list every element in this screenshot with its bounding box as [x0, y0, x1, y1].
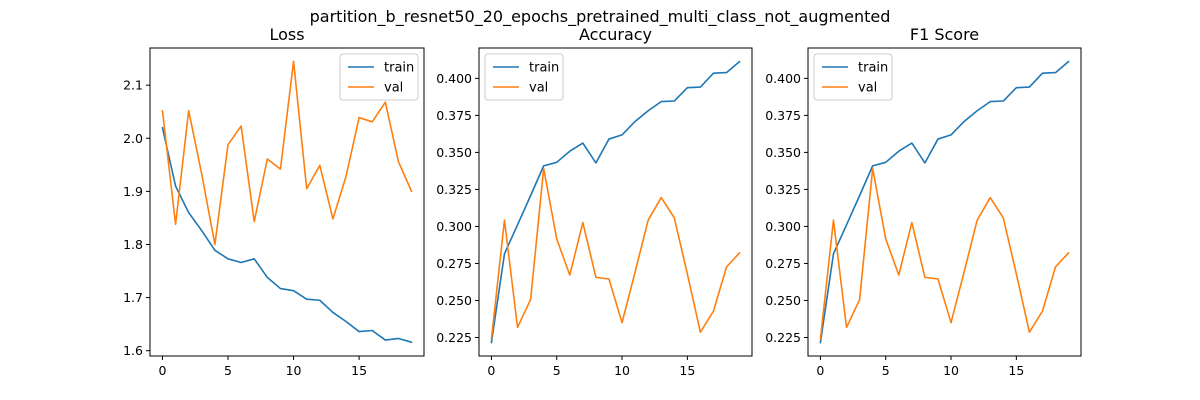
accuracy-xtick-label: 15 — [679, 363, 695, 378]
loss-ytick-label: 2.0 — [123, 131, 143, 146]
loss-legend-val-label: val — [384, 81, 403, 96]
accuracy-legend-val-label: val — [529, 81, 548, 96]
loss-title: Loss — [269, 25, 304, 44]
loss-val-line — [161, 60, 413, 246]
loss-xtick-label: 15 — [351, 363, 367, 378]
accuracy-ytick-label: 0.250 — [436, 293, 472, 308]
loss-xtick-label: 0 — [158, 363, 166, 378]
f1-score-ytick-label: 0.400 — [765, 71, 801, 86]
accuracy-xtick-label: 10 — [614, 363, 630, 378]
f1-score-ytick-label: 0.375 — [765, 108, 801, 123]
f1-score-legend: train val — [813, 53, 893, 101]
loss-ytick-label: 2.1 — [123, 78, 143, 93]
f1-score-xtick-label: 10 — [943, 363, 959, 378]
accuracy-legend-box — [484, 53, 564, 101]
loss-xtick-label: 10 — [286, 363, 302, 378]
accuracy-axes-frame — [478, 47, 753, 357]
f1-score-ytick-label: 0.225 — [765, 330, 801, 345]
accuracy-legend-train-label: train — [529, 61, 559, 76]
accuracy-ytick-label: 0.350 — [436, 145, 472, 160]
f1-score-ytick-label: 0.250 — [765, 293, 801, 308]
accuracy-legend: train val — [484, 53, 564, 101]
f1-score-axes-frame — [807, 47, 1082, 357]
f1-score-ytick-label: 0.275 — [765, 256, 801, 271]
accuracy-ytick-label: 0.325 — [436, 182, 472, 197]
accuracy-ytick-label: 0.225 — [436, 330, 472, 345]
figure-suptitle: partition_b_resnet50_20_epochs_pretraine… — [310, 7, 891, 27]
accuracy-val-line — [490, 167, 741, 340]
f1-score-train-line — [819, 60, 1070, 344]
f1-score-ytick-label: 0.325 — [765, 182, 801, 197]
f1-score-ytick-label: 0.350 — [765, 145, 801, 160]
loss-panel: Loss 0 5 10 15 1.6 1.7 1.8 1.9 2.0 2.1 train val — [123, 25, 425, 378]
f1-score-xtick-label: 5 — [882, 363, 890, 378]
accuracy-title: Accuracy — [579, 25, 652, 44]
accuracy-train-line — [490, 60, 741, 344]
loss-axes-frame — [149, 47, 425, 357]
accuracy-xtick-label: 5 — [553, 363, 561, 378]
f1-score-ytick-label: 0.300 — [765, 219, 801, 234]
f1-score-title: F1 Score — [910, 25, 979, 44]
accuracy-ytick-label: 0.300 — [436, 219, 472, 234]
loss-legend: train val — [339, 53, 419, 101]
f1-score-legend-val-label: val — [858, 81, 877, 96]
f1-score-val-line — [819, 167, 1070, 340]
accuracy-ytick-label: 0.375 — [436, 108, 472, 123]
f1-score-panel: F1 Score 0 5 10 15 0.225 0.250 0.275 0.300 0.325 0… — [765, 25, 1082, 378]
loss-xtick-label: 5 — [224, 363, 232, 378]
loss-legend-box — [339, 53, 419, 101]
accuracy-xtick-label: 0 — [487, 363, 495, 378]
accuracy-panel: Accuracy 0 5 10 15 0.225 0.250 0.275 0.300 0.325 0… — [436, 25, 753, 378]
f1-score-xtick-label: 15 — [1008, 363, 1024, 378]
f1-score-xtick-label: 0 — [816, 363, 824, 378]
loss-train-line — [161, 126, 413, 343]
loss-ytick-label: 1.8 — [123, 237, 143, 252]
accuracy-ytick-label: 0.275 — [436, 256, 472, 271]
f1-score-legend-train-label: train — [858, 61, 888, 76]
accuracy-ytick-label: 0.400 — [436, 71, 472, 86]
loss-legend-train-label: train — [384, 61, 414, 76]
loss-ytick-label: 1.9 — [123, 184, 143, 199]
f1-score-legend-box — [813, 53, 893, 101]
loss-ytick-label: 1.6 — [123, 343, 143, 358]
loss-ytick-label: 1.7 — [123, 290, 143, 305]
